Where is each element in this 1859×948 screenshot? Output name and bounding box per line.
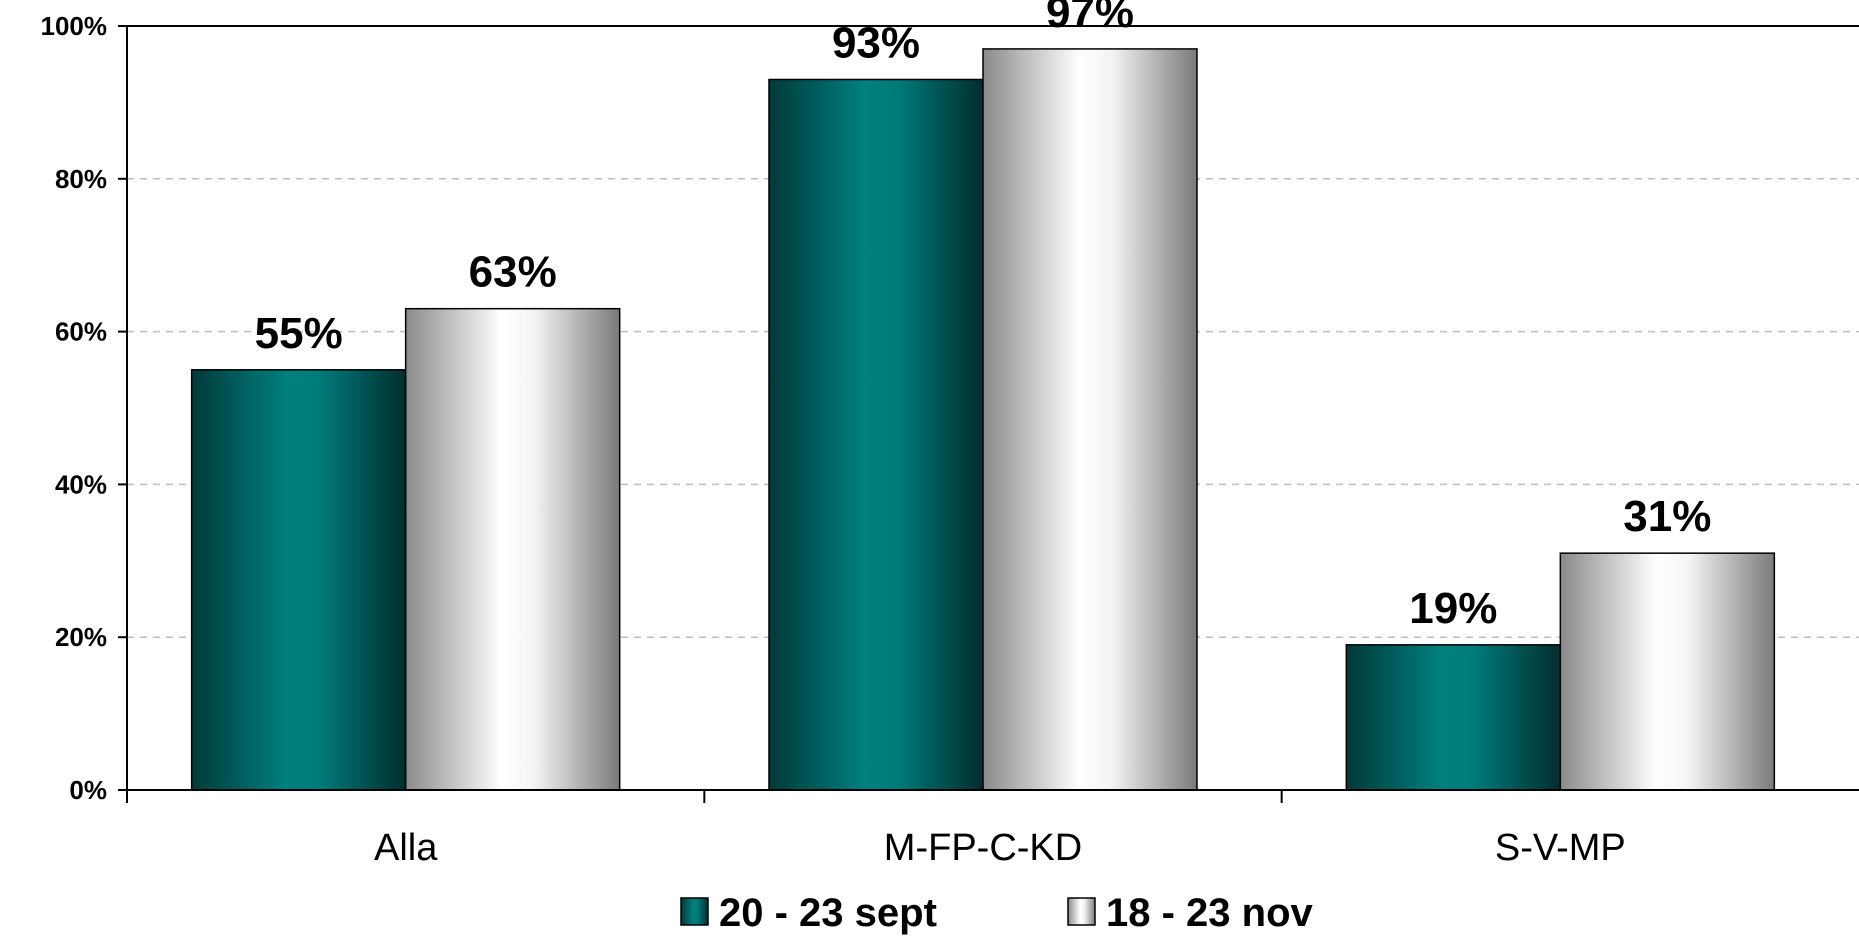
data-label: 93% <box>832 18 920 67</box>
x-category-label: S-V-MP <box>1495 827 1626 869</box>
data-label: 31% <box>1623 492 1711 541</box>
x-category-label: M-FP-C-KD <box>884 827 1082 869</box>
y-tick-label: 100% <box>41 11 108 41</box>
data-label: 55% <box>255 309 343 358</box>
data-label: 63% <box>469 248 557 297</box>
y-tick-label: 80% <box>55 164 107 194</box>
bar-s-v-mp-series-1 <box>1345 644 1562 791</box>
data-label: 97% <box>1046 0 1134 37</box>
data-label: 19% <box>1409 584 1497 633</box>
labels: 0% 20% 40% 60% 80% 100% 55% 63% Alla 93% 97% M-FP-C… <box>41 0 1712 869</box>
legend-swatch <box>680 897 709 926</box>
legend-label: 20 - 23 sept <box>719 891 937 935</box>
x-category-label: Alla <box>374 827 438 869</box>
y-tick-label: 40% <box>55 469 107 499</box>
bar-alla-series-2 <box>404 307 621 791</box>
bars <box>190 48 1776 791</box>
bar-s-v-mp-series-2 <box>1559 552 1776 791</box>
legend-swatch <box>1067 897 1096 926</box>
bar-m-fp-c-kd-series-2 <box>982 48 1198 791</box>
y-tick-label: 20% <box>55 622 107 652</box>
y-tick-label: 60% <box>55 317 107 347</box>
legend-label: 18 - 23 nov <box>1106 891 1314 935</box>
axes <box>118 25 1859 803</box>
legend: 20 - 23 sept 18 - 23 nov <box>680 891 1314 935</box>
y-tick-label: 0% <box>69 775 107 805</box>
bar-m-fp-c-kd-series-1 <box>768 78 984 791</box>
bar-alla-series-1 <box>190 369 407 791</box>
